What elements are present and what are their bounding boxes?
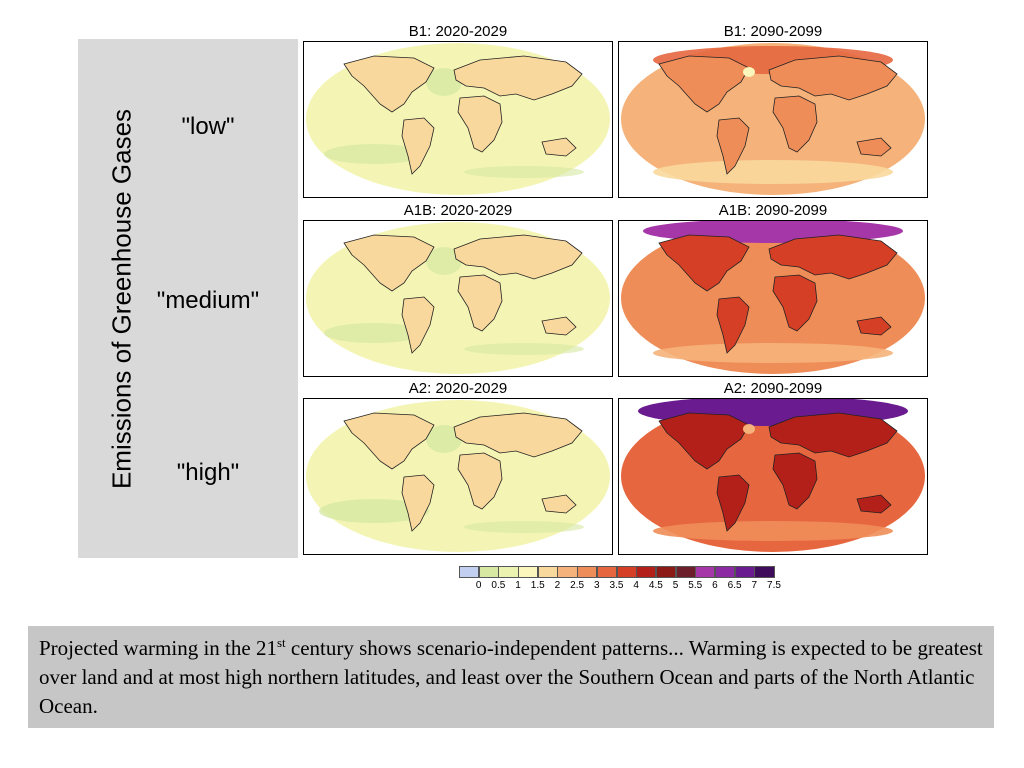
legend-swatch xyxy=(636,566,657,578)
scenario-label-high: "high" xyxy=(176,459,240,486)
legend-tick-label: 0.5 xyxy=(491,580,506,591)
warming-map xyxy=(306,400,610,552)
legend-swatch xyxy=(537,566,558,578)
legend-swatch xyxy=(459,566,480,578)
legend-swatch xyxy=(695,566,716,578)
caption-part-2: century shows scenario-independent patte… xyxy=(39,636,983,718)
legend-swatch xyxy=(557,566,578,578)
legend-swatch xyxy=(714,566,736,578)
legend-tick-label: 7 xyxy=(751,580,758,591)
legend-swatch xyxy=(675,566,696,578)
map-a2-2020 xyxy=(303,398,613,555)
legend-tick-label: 2 xyxy=(554,580,561,591)
map-title-b1-2090: B1: 2090-2099 xyxy=(723,23,823,40)
legend-tick-label: 3.5 xyxy=(609,580,624,591)
warming-map xyxy=(621,221,925,374)
warming-map xyxy=(306,43,610,195)
caption-superscript: st xyxy=(276,635,286,650)
map-a1b-2020 xyxy=(303,220,613,377)
legend-swatch xyxy=(754,566,775,578)
legend-tick-label: 1 xyxy=(515,580,521,591)
map-title-b1-2020: B1: 2020-2029 xyxy=(408,23,508,40)
color-scale-legend: 0 0.5 1 1.5 2 2.5 3 3.5 4 4.5 5 5.5 6 6.5 7 7.5 xyxy=(459,566,781,596)
scenario-label-panel: Emissions of Greenhouse Gases "low" "med… xyxy=(78,39,298,558)
map-a2-2090 xyxy=(618,398,928,555)
legend-tick-label: 3 xyxy=(594,580,600,591)
legend-tick-label: 7.5 xyxy=(767,580,781,591)
map-b1-2020 xyxy=(303,41,613,198)
legend-tick-label: 0 xyxy=(475,580,482,591)
legend-tick-label: 5 xyxy=(672,580,679,591)
caption-part-1: Projected warming in the 21 xyxy=(39,636,277,660)
legend-swatch xyxy=(518,566,539,578)
scenario-label-medium: "medium" xyxy=(156,287,260,314)
scenario-label-low: "low" xyxy=(181,113,235,140)
map-title-a2-2090: A2: 2090-2099 xyxy=(723,380,823,397)
warming-map xyxy=(621,43,925,195)
map-b1-2090 xyxy=(618,41,928,198)
map-title-a1b-2090: A1B: 2090-2099 xyxy=(718,202,828,219)
warming-map xyxy=(306,222,610,374)
legend-swatch xyxy=(498,566,519,578)
legend-tick-label: 5.5 xyxy=(688,580,703,591)
map-a1b-2090 xyxy=(618,220,928,377)
legend-tick-label: 2.5 xyxy=(570,580,585,591)
legend-tick-label: 1.5 xyxy=(530,580,545,591)
legend-swatch xyxy=(577,566,598,578)
caption-text: Projected warming in the 21st century sh… xyxy=(39,634,989,721)
legend-swatch xyxy=(655,566,677,578)
legend-tick-label: 4.5 xyxy=(648,580,663,591)
legend-swatch xyxy=(734,566,755,578)
legend-swatch xyxy=(616,566,637,578)
map-title-a1b-2020: A1B: 2020-2029 xyxy=(403,202,513,219)
warming-map xyxy=(621,399,925,552)
legend-tick-label: 6 xyxy=(712,580,718,591)
legend-swatch xyxy=(478,566,499,578)
legend-tick-label: 4 xyxy=(633,580,639,591)
legend-swatch xyxy=(596,566,617,578)
map-title-a2-2020: A2: 2020-2029 xyxy=(408,380,508,397)
caption-box: Projected warming in the 21st century sh… xyxy=(28,626,994,728)
legend-tick-label: 6.5 xyxy=(727,580,742,591)
